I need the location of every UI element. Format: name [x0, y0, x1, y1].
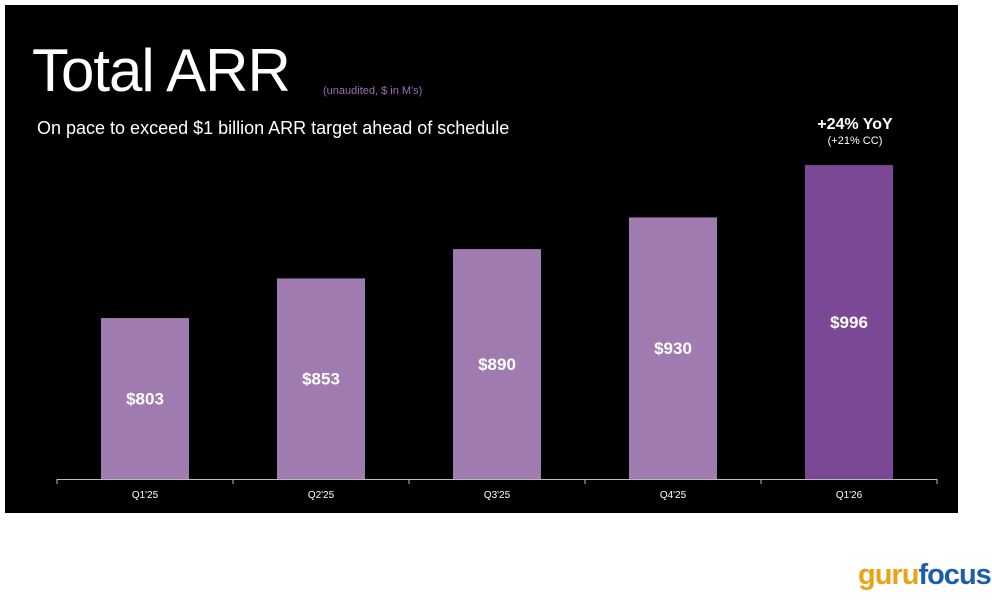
- data-label: $930: [654, 339, 692, 358]
- subtitle: On pace to exceed $1 billion ARR target …: [37, 118, 510, 138]
- bar-Q1'25: [101, 318, 189, 479]
- x-tick-label: Q4'25: [660, 490, 687, 501]
- data-label: $890: [478, 355, 516, 374]
- yoy-growth-callout: +24% YoY: [817, 116, 893, 133]
- gurufocus-logo: gurufocus: [858, 558, 992, 592]
- x-tick-label: Q3'25: [484, 490, 511, 501]
- bar-Q3'25: [453, 249, 541, 479]
- logo-part-focus: focus: [918, 559, 991, 591]
- x-tick-label: Q1'26: [836, 490, 863, 501]
- bar-chart: $803 Q1'25 $853 Q2'25 $890 Q3'25 $930 Q4'25 $996…: [56, 165, 938, 501]
- page-title: Total ARR: [32, 37, 291, 104]
- bar-Q2'25: [277, 278, 365, 479]
- bar-Q4'25: [629, 217, 717, 480]
- x-tick-label: Q2'25: [308, 490, 335, 501]
- constant-currency-callout: (+21% CC): [827, 135, 883, 147]
- data-label: $803: [126, 390, 164, 409]
- data-label: $853: [302, 370, 340, 389]
- bar-Q1'26: [805, 165, 893, 479]
- units-note: (unaudited, $ in M's): [323, 85, 423, 97]
- slide: $803 Q1'25 $853 Q2'25 $890 Q3'25 $930 Q4'25 $996…: [5, 5, 958, 513]
- data-label: $996: [830, 313, 868, 332]
- x-tick-label: Q1'25: [132, 490, 159, 501]
- logo-part-guru: guru: [858, 559, 919, 591]
